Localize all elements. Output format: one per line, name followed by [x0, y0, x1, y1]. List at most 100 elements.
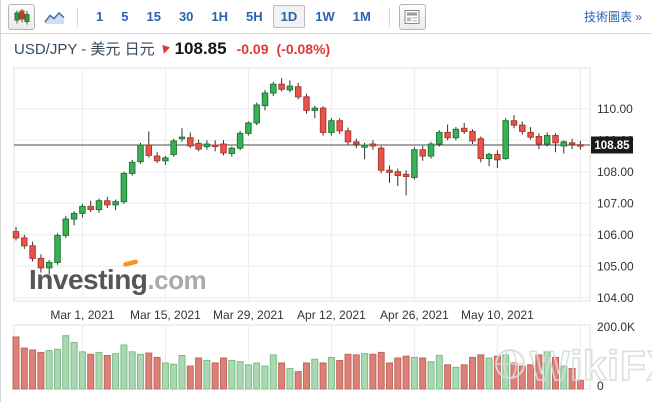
toolbar: 1 5 15 30 1H 5H 1D 1W 1M 技術圖表 »: [1, 0, 652, 34]
candle: [203, 143, 211, 148]
volume-bar: [427, 361, 435, 390]
volume-bar: [278, 362, 286, 390]
volume-bar: [120, 344, 128, 390]
volume-bar: [37, 351, 45, 390]
candle: [543, 135, 551, 145]
technical-chart-link[interactable]: 技術圖表 »: [583, 10, 642, 24]
volume-bar: [444, 364, 452, 390]
candle: [211, 144, 219, 147]
timeframe-button-1d[interactable]: 1D: [272, 5, 306, 28]
timeframe-button-1[interactable]: 1: [88, 5, 111, 28]
candle: [519, 124, 526, 132]
candle: [120, 172, 128, 203]
volume-bar: [29, 349, 37, 390]
y-axis-label: 108.00: [597, 165, 634, 179]
volume-bar: [402, 355, 410, 390]
candle: [535, 135, 543, 145]
volume-bar: [161, 362, 169, 390]
volume-bar: [460, 364, 468, 390]
volume-bar: [45, 350, 53, 390]
chart-area: 110.00109.00108.00107.00106.00105.00104.…: [1, 63, 652, 402]
news-panel-button[interactable]: [398, 3, 426, 30]
volume-bar: [319, 362, 327, 390]
volume-bar: [170, 363, 178, 390]
candle: [386, 169, 393, 173]
volume-axis-label: 200.0K: [597, 320, 635, 334]
timeframe-button-15[interactable]: 15: [138, 5, 168, 28]
volume-bar: [311, 358, 319, 390]
candle: [311, 107, 319, 111]
candle: [502, 120, 509, 160]
timeframe-button-1m[interactable]: 1M: [345, 5, 379, 28]
candle: [402, 173, 410, 177]
wikifx-watermark: WikiFX: [495, 341, 652, 390]
candle: [95, 200, 103, 211]
candle: [37, 257, 45, 269]
candlestick-chart-button[interactable]: [8, 3, 35, 30]
candle: [228, 147, 236, 155]
toolbar-divider: [77, 6, 78, 27]
candle: [178, 136, 186, 140]
volume-bar: [518, 365, 526, 390]
candle: [245, 122, 252, 134]
candle: [344, 130, 352, 143]
candle: [21, 237, 28, 247]
x-axis-label: Apr 26, 2021: [380, 308, 449, 322]
volume-bar: [145, 352, 153, 390]
volume-bar: [78, 351, 86, 390]
last-price-tag-label: 108.85: [594, 140, 630, 152]
candle: [261, 92, 269, 107]
volume-bar: [128, 351, 136, 390]
volume-bar: [361, 353, 369, 390]
candle: [303, 96, 310, 111]
timeframe-button-1h[interactable]: 1H: [203, 5, 236, 28]
timeframe-button-5[interactable]: 5: [113, 5, 136, 28]
volume-bar: [568, 368, 576, 390]
volume-bar: [344, 353, 352, 390]
candle: [436, 131, 443, 145]
instrument-name: USD/JPY - 美元 日元: [14, 41, 155, 58]
timeframe-button-5h[interactable]: 5H: [238, 5, 271, 28]
candle: [411, 149, 418, 178]
price-pane: [13, 67, 591, 302]
volume-bar: [186, 365, 194, 390]
volume-bar: [87, 353, 95, 390]
instrument-header: USD/JPY - 美元 日元 108.85 -0.09 (-0.08%): [1, 34, 652, 63]
candle: [195, 142, 202, 150]
y-axis-label: 107.00: [597, 196, 634, 210]
volume-bar: [352, 354, 360, 390]
candle: [477, 138, 485, 160]
price-change: -0.09: [236, 40, 269, 57]
volume-bar: [452, 366, 460, 390]
timeframe-button-1w[interactable]: 1W: [307, 5, 343, 28]
candle: [12, 231, 20, 239]
candle: [104, 200, 111, 206]
volume-bar: [485, 357, 493, 390]
candle: [187, 137, 194, 147]
y-axis-label: 104.00: [597, 291, 634, 305]
wikifx-text: WikiFX: [530, 342, 652, 389]
candle: [494, 153, 501, 161]
volume-bar: [220, 357, 227, 390]
volume-bar: [178, 355, 186, 390]
candle: [353, 141, 360, 145]
candle: [460, 127, 468, 132]
volume-bar: [377, 351, 385, 390]
candle: [527, 131, 534, 138]
candle: [29, 245, 36, 259]
candle: [145, 144, 153, 156]
timeframe-button-30[interactable]: 30: [171, 5, 201, 28]
volume-bar: [12, 336, 20, 390]
investing-watermark: Investing.com: [29, 264, 206, 295]
volume-bar: [552, 356, 559, 390]
x-axis-label: Mar 1, 2021: [50, 308, 114, 322]
price-volume-chart[interactable]: 110.00109.00108.00107.00106.00105.00104.…: [1, 63, 652, 402]
volume-bar: [535, 354, 543, 390]
volume-bar: [203, 359, 211, 390]
candle: [444, 131, 451, 139]
price-change-percent: (-0.08%): [276, 40, 331, 57]
line-chart-button[interactable]: [41, 4, 68, 30]
volume-bar: [327, 356, 335, 390]
volume-bar: [560, 365, 568, 390]
